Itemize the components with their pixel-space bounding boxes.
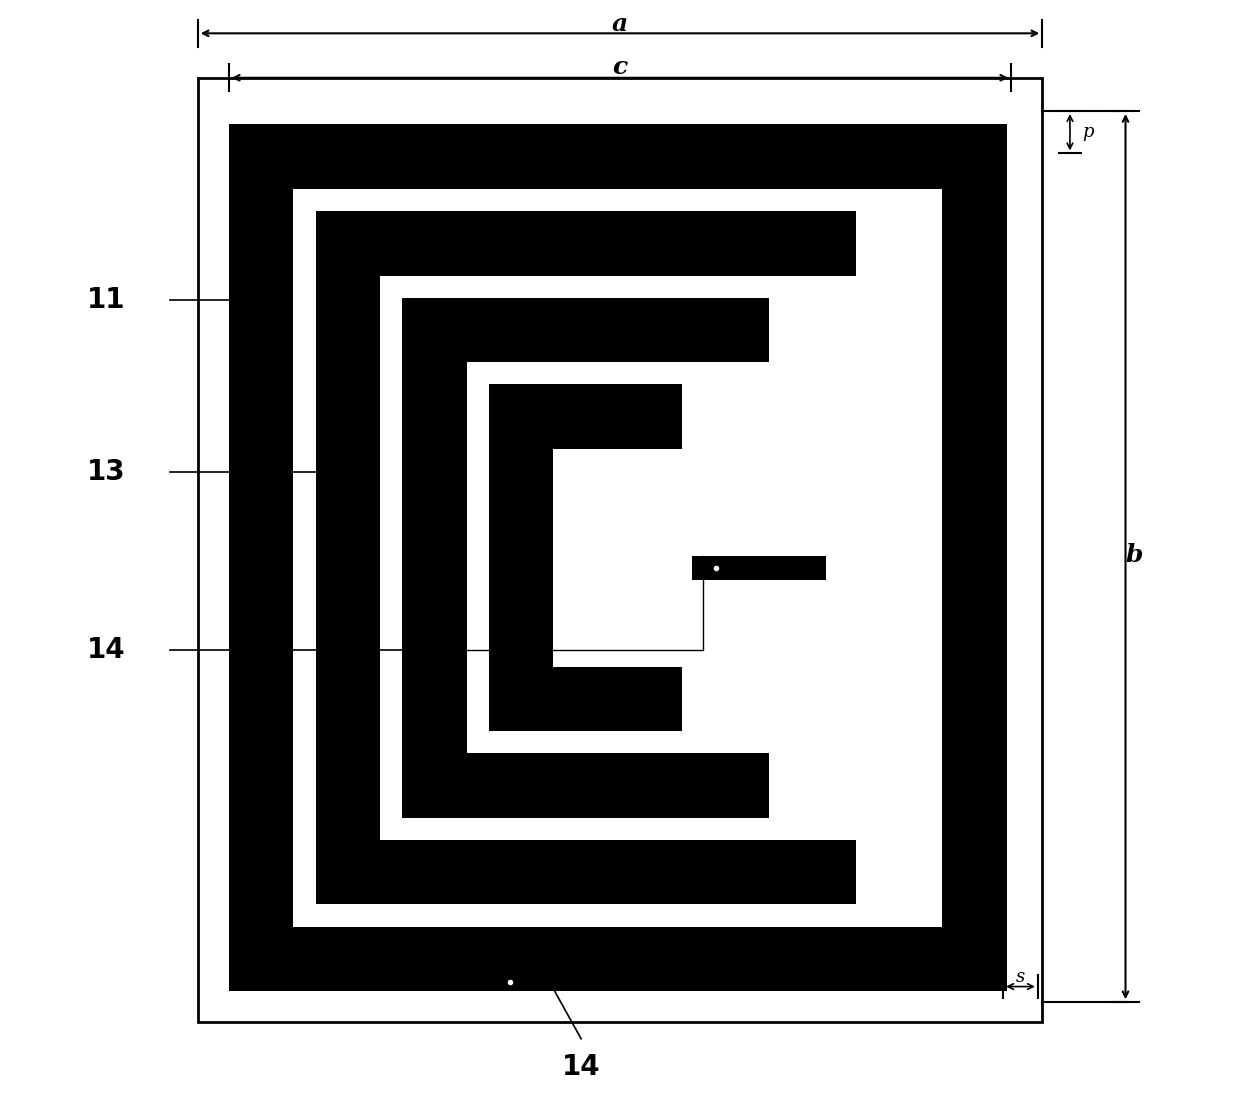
Text: c: c [613, 54, 627, 79]
Bar [769, 298, 833, 818]
Bar [229, 124, 1007, 991]
Text: 14: 14 [562, 1052, 600, 1081]
Text: 14: 14 [87, 635, 125, 664]
Bar [553, 449, 682, 667]
Bar [316, 211, 920, 904]
Text: s: s [1016, 968, 1024, 985]
Bar [497, 973, 522, 991]
Bar [466, 362, 769, 753]
Bar [692, 556, 826, 580]
Bar [379, 276, 856, 840]
Bar [489, 384, 746, 731]
Text: 11: 11 [87, 286, 125, 314]
Text: 13: 13 [87, 458, 125, 487]
Bar [856, 211, 920, 904]
Text: a: a [611, 12, 629, 37]
Bar [198, 78, 1042, 1022]
Bar [682, 384, 746, 731]
Bar [402, 298, 833, 818]
Text: b: b [1126, 543, 1143, 568]
Bar [294, 189, 942, 927]
Text: p: p [1083, 123, 1094, 141]
